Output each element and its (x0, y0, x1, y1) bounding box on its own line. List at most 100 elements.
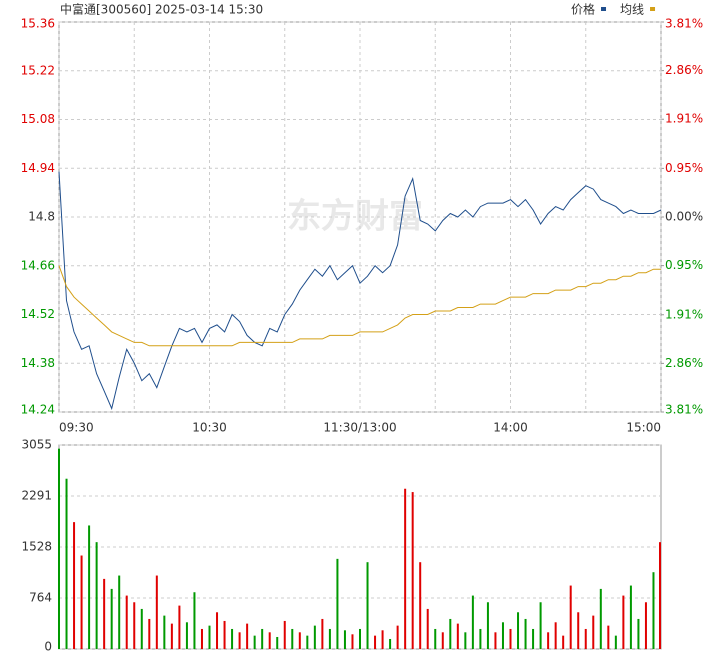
volume-bar (268, 632, 271, 649)
volume-bar (110, 588, 113, 649)
volume-bar (298, 632, 301, 649)
volume-bar (539, 602, 542, 649)
x-tick-label: 14:00 (493, 421, 528, 435)
volume-bar (419, 562, 422, 649)
x-tick-label: 15:00 (626, 421, 661, 435)
volume-bar (577, 612, 580, 649)
volume-bar (148, 618, 151, 649)
volume-bar (411, 492, 414, 649)
y-tick-label: 14.38 (21, 356, 55, 370)
y-tick-label: 764 (29, 590, 52, 604)
volume-bar (592, 615, 595, 649)
volume-bar (524, 618, 527, 649)
volume-bar (88, 525, 91, 649)
volume-bar (644, 602, 647, 649)
volume-bar (456, 623, 459, 649)
y-tick-label: 3055 (21, 438, 52, 452)
volume-bar (103, 578, 106, 649)
y-tick-label: 0 (44, 640, 52, 654)
volume-bar (584, 628, 587, 649)
y2-tick-label: 0.95% (665, 258, 703, 272)
volume-bar (396, 625, 399, 649)
volume-bar (246, 623, 249, 649)
volume-bar (95, 542, 98, 649)
volume-bar (336, 558, 339, 649)
y-tick-label: 15.36 (21, 17, 55, 31)
y-tick-label: 14.24 (21, 403, 55, 417)
volume-bar (321, 618, 324, 649)
volume-bar (80, 555, 83, 649)
volume-bar (441, 632, 444, 649)
volume-bar (155, 575, 158, 649)
volume-bar (208, 625, 211, 649)
volume-bar (118, 575, 121, 649)
volume-bar (276, 636, 279, 649)
volume-bar (449, 618, 452, 649)
x-tick-label: 11:30/13:00 (323, 421, 396, 435)
legend-label: 价格 (571, 2, 595, 17)
legend-swatch (601, 7, 607, 11)
volume-bar (253, 635, 256, 649)
volume-bar (517, 612, 520, 649)
y2-tick-label: 1.91% (665, 307, 703, 321)
volume-bar (193, 592, 196, 649)
volume-bar (501, 622, 504, 649)
y-tick-label: 15.22 (21, 63, 55, 77)
volume-bar (659, 542, 661, 649)
volume-bar (178, 605, 181, 649)
y-tick-label: 15.08 (21, 112, 55, 126)
volume-bar (562, 635, 565, 649)
volume-bar (381, 630, 384, 649)
x-tick-label: 10:30 (192, 421, 227, 435)
volume-bar (306, 635, 309, 649)
x-tick-label: 09:30 (59, 421, 94, 435)
legend-label: 均线 (620, 3, 644, 17)
y-tick-label: 2291 (21, 489, 52, 503)
y2-tick-label: 2.86% (665, 63, 703, 77)
volume-bar (532, 628, 535, 649)
y2-tick-label: 1.91% (665, 112, 703, 126)
y-tick-label: 14.52 (21, 307, 55, 321)
volume-bar (343, 630, 346, 649)
y-tick-label: 14.66 (21, 258, 55, 272)
legend-swatch (650, 7, 656, 11)
volume-bar (374, 635, 377, 649)
volume-bar (185, 622, 188, 649)
volume-bar (494, 632, 497, 649)
volume-bar (223, 620, 226, 649)
volume-bar (554, 622, 557, 649)
volume-bar (216, 612, 219, 649)
y-tick-label: 14.8 (28, 210, 55, 224)
volume-bar (65, 478, 68, 649)
volume-bar (283, 620, 286, 649)
volume-bar (313, 625, 316, 649)
volume-bar (629, 585, 632, 649)
volume-bar (389, 638, 392, 649)
volume-bar (351, 634, 354, 649)
y2-tick-label: 3.81% (665, 403, 703, 417)
volume-bar (434, 628, 437, 649)
volume-bar (238, 632, 241, 649)
volume-bar (58, 448, 60, 649)
volume-bar (607, 625, 610, 649)
volume-bar (163, 615, 166, 649)
volume-bar (404, 488, 407, 649)
volume-bar (471, 595, 474, 649)
volume-bar (486, 602, 489, 649)
volume-bar (366, 562, 369, 649)
volume-bar (614, 635, 617, 649)
price-line (58, 265, 661, 347)
volume-bar (547, 632, 550, 649)
volume-bar (464, 632, 467, 649)
volume-bar (140, 608, 143, 649)
volume-bar (599, 588, 602, 649)
volume-bar (479, 628, 482, 649)
y2-tick-label: 2.86% (665, 356, 703, 370)
y2-tick-label: 0.00% (665, 210, 703, 224)
y2-tick-label: 0.95% (665, 161, 703, 175)
volume-bar (133, 602, 136, 649)
volume-bar (426, 608, 429, 649)
volume-bar (359, 628, 361, 649)
volume-bar (509, 628, 512, 649)
